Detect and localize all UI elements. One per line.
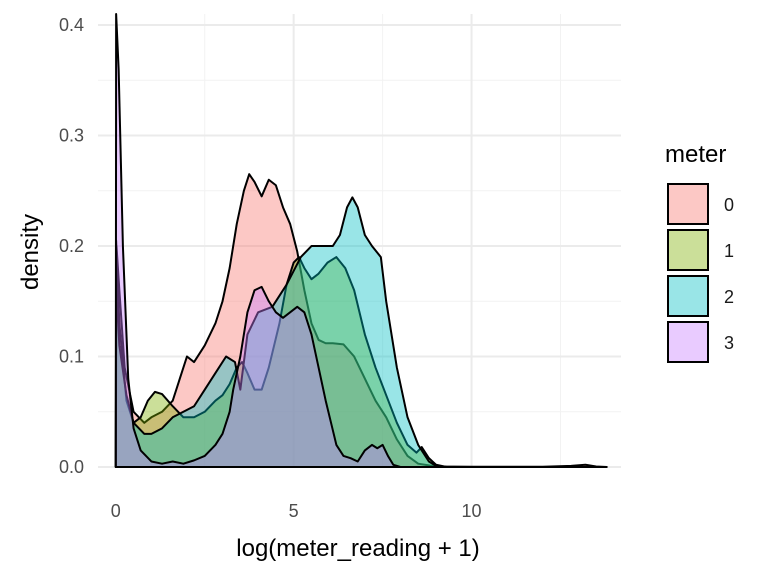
legend-key-1 xyxy=(667,229,709,271)
legend-label-2: 2 xyxy=(724,287,734,307)
density-areas xyxy=(114,13,608,468)
legend-title: meter xyxy=(665,141,726,168)
x-axis-ticks: 0 5 10 xyxy=(111,501,482,521)
legend-key-0 xyxy=(667,183,709,225)
y-tick-label: 0.1 xyxy=(59,347,84,367)
density-area-3 xyxy=(114,13,402,468)
legend-key-bg xyxy=(667,183,709,225)
x-axis-title: log(meter_reading + 1) xyxy=(236,535,479,562)
x-tick-label: 10 xyxy=(462,501,482,521)
legend: meter 0 1 2 3 xyxy=(665,141,734,363)
x-tick-label: 5 xyxy=(289,501,299,521)
density-area-2 xyxy=(114,196,448,468)
legend-key-bg xyxy=(667,229,709,271)
y-tick-label: 0.0 xyxy=(59,457,84,477)
density-area-0 xyxy=(114,173,608,468)
legend-key-bg xyxy=(667,321,709,363)
legend-key-bg xyxy=(667,275,709,317)
y-tick-label: 0.3 xyxy=(59,126,84,146)
y-axis-title: density xyxy=(17,214,44,290)
y-tick-label: 0.4 xyxy=(59,15,84,35)
legend-label-0: 0 xyxy=(724,195,734,215)
x-tick-label: 0 xyxy=(111,501,121,521)
legend-label-1: 1 xyxy=(724,241,734,261)
legend-key-2 xyxy=(667,275,709,317)
y-tick-label: 0.2 xyxy=(59,236,84,256)
y-axis-ticks: 0.0 0.1 0.2 0.3 0.4 xyxy=(59,15,84,477)
density-area-1 xyxy=(114,239,448,468)
legend-key-3 xyxy=(667,321,709,363)
legend-label-3: 3 xyxy=(724,333,734,353)
